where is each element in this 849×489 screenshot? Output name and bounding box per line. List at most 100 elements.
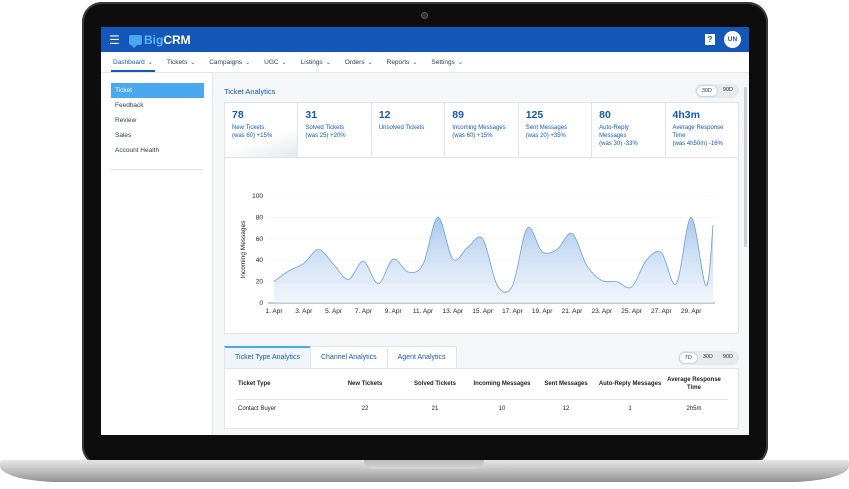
range-30d-button[interactable]: 30D <box>695 85 718 97</box>
x-tick-label: 13. Apr <box>442 308 463 315</box>
stat-unsolved-tickets[interactable]: 12 Unsolved Tickets <box>372 103 446 157</box>
x-tick-label: 9. Apr <box>385 308 403 315</box>
chat-bubble-icon <box>129 34 142 48</box>
main-nav: Dashboard ⌄ Tickets ⌄ Campaigns ⌄ UGC ⌄ List… <box>101 52 749 73</box>
stat-value: 125 <box>525 109 544 121</box>
range-30d-button[interactable]: 30D <box>702 354 713 360</box>
stat-value: 12 <box>378 109 391 121</box>
nav-label: Campaigns <box>209 58 243 66</box>
laptop-notch <box>364 460 484 469</box>
stat-title: Incoming Messages <box>452 125 506 131</box>
range-90d-button[interactable]: 90D <box>722 354 733 360</box>
range-90d-button[interactable]: 90D <box>722 87 733 93</box>
range-7d-button[interactable]: 7D <box>678 352 698 364</box>
incoming-messages-chart: 0 20 40 60 80 100 1. Apr 3. Apr 5. Apr 7. Apr 9. A… <box>224 158 739 334</box>
area-fill <box>274 217 713 303</box>
table-cell: 21 <box>431 405 439 412</box>
x-tick-label: 19. Apr <box>532 308 553 315</box>
scrollbar[interactable] <box>744 87 747 247</box>
stat-sent-messages[interactable]: 125 Sent Messages (was 20) +35% <box>519 103 593 157</box>
sidebar-item-review[interactable]: Review <box>115 117 137 124</box>
x-tick-label: 7. Apr <box>355 308 373 315</box>
column-header[interactable]: Incoming Messages <box>473 381 531 387</box>
y-tick-label: 0 <box>259 300 263 307</box>
stat-auto-reply-messages[interactable]: 80 Auto-Reply Messages (was 30) -33% <box>592 103 666 157</box>
table-cell: 22 <box>361 405 369 412</box>
stats-row: 78 New Tickets (was 60) +15% 31 Solved Ti… <box>224 102 739 158</box>
nav-reports[interactable]: Reports ⌄ <box>387 52 418 72</box>
menu-icon[interactable]: ☰ <box>109 32 120 47</box>
stat-value: 31 <box>305 109 318 121</box>
stat-incoming-messages[interactable]: 89 Incoming Messages (was 60) +15% <box>445 103 519 157</box>
chart-svg: 0 20 40 60 80 100 1. Apr 3. Apr 5. Apr 7. Apr 9. A… <box>240 193 715 315</box>
avatar[interactable]: UN <box>724 31 741 48</box>
stat-change: (was 20) +35% <box>525 133 566 139</box>
column-header[interactable]: Sent Messages <box>544 381 588 387</box>
column-header[interactable]: Average Response Time <box>667 377 721 391</box>
tab-ticket-type-analytics[interactable]: Ticket Type Analytics <box>224 346 311 368</box>
camera-icon <box>421 12 428 19</box>
main-content: Ticket Analytics 30D 90D 78 New Tickets (… <box>214 73 749 435</box>
stat-value: 4h3m <box>672 109 700 121</box>
column-header[interactable]: Solved Tickets <box>414 381 456 387</box>
x-tick-label: 21. Apr <box>562 308 583 315</box>
x-tick-label: 15. Apr <box>472 308 493 315</box>
stat-title: Auto-Reply Messages <box>599 125 629 139</box>
logo-crm: CRM <box>163 32 191 47</box>
table-range-toggle: 7D 30D 90D <box>677 351 739 365</box>
stat-label: Unsolved Tickets <box>379 124 437 132</box>
table-cell: 12 <box>562 405 570 412</box>
ticket-type-table: Ticket Type New Tickets Solved Tickets I… <box>224 369 739 429</box>
stat-value: 80 <box>599 109 611 121</box>
stat-change: (was 60) +15% <box>452 133 493 139</box>
logo[interactable]: Big CRM <box>129 32 191 48</box>
sidebar-item-sales[interactable]: Sales <box>115 132 132 139</box>
x-tick-label: 5. Apr <box>325 308 343 315</box>
nav-settings[interactable]: Settings ⌄ <box>431 52 463 72</box>
column-header[interactable]: Ticket Type <box>238 381 271 387</box>
sidebar-item-feedback[interactable]: Feedback <box>115 102 144 109</box>
tab-channel-analytics[interactable]: Channel Analytics <box>309 346 388 368</box>
x-tick-label: 11. Apr <box>413 308 434 315</box>
table-cell: 10 <box>498 405 506 412</box>
top-bar: ☰ Big CRM ? UN <box>101 27 749 52</box>
chevron-down-icon: ⌄ <box>325 59 331 66</box>
range-toggle: 30D 90D <box>694 84 739 98</box>
stat-new-tickets[interactable]: 78 New Tickets (was 60) +15% <box>225 103 299 157</box>
nav-listings[interactable]: Listings ⌄ <box>301 52 331 72</box>
x-tick-label: 1. Apr <box>266 308 284 315</box>
nav-orders[interactable]: Orders ⌄ <box>345 52 373 72</box>
sidebar-divider <box>111 169 203 170</box>
x-tick-label: 23. Apr <box>591 308 612 315</box>
stat-change: (was 25) +20% <box>305 133 346 139</box>
sidebar-item-ticket[interactable]: Ticket <box>111 83 204 98</box>
nav-label: UGC <box>264 58 279 66</box>
x-tick-label: 17. Apr <box>502 308 523 315</box>
sidebar-item-account-health[interactable]: Account Health <box>115 147 160 154</box>
stat-title: Sent Messages <box>525 125 568 131</box>
tab-agent-analytics[interactable]: Agent Analytics <box>386 346 457 368</box>
top-right-actions: ? UN <box>705 31 741 48</box>
series-line <box>273 216 714 293</box>
analytics-header: Ticket Analytics 30D 90D <box>224 83 739 99</box>
stat-solved-tickets[interactable]: 31 Solved Tickets (was 25) +20% <box>298 103 372 157</box>
column-header[interactable]: New Tickets <box>347 381 383 387</box>
nav-label: Dashboard <box>113 58 145 66</box>
stat-average-response-time[interactable]: 4h3m Average Response Time (was 4h50m) -1… <box>666 103 738 157</box>
chevron-down-icon: ⌄ <box>367 59 373 66</box>
help-icon[interactable]: ? <box>705 34 715 45</box>
chevron-down-icon: ⌄ <box>412 59 418 66</box>
table-row[interactable]: Contact Buyer 22 21 10 12 1 2h5m <box>235 400 728 417</box>
y-tick-label: 60 <box>256 236 264 243</box>
table-cell: 2h5m <box>686 405 702 412</box>
screen: ☰ Big CRM ? UN Dashboard ⌄ Tickets ⌄ Campa… <box>101 27 749 435</box>
stat-title: Unsolved Tickets <box>378 125 425 131</box>
chevron-down-icon: ⌄ <box>147 59 153 66</box>
nav-tickets[interactable]: Tickets ⌄ <box>167 52 195 72</box>
y-tick-label: 20 <box>256 279 264 286</box>
nav-dashboard[interactable]: Dashboard ⌄ <box>111 52 155 72</box>
nav-label: Listings <box>300 58 323 66</box>
column-header[interactable]: Auto-Reply Messages <box>598 381 662 387</box>
nav-ugc[interactable]: UGC ⌄ <box>264 52 286 72</box>
nav-campaigns[interactable]: Campaigns ⌄ <box>209 52 250 72</box>
